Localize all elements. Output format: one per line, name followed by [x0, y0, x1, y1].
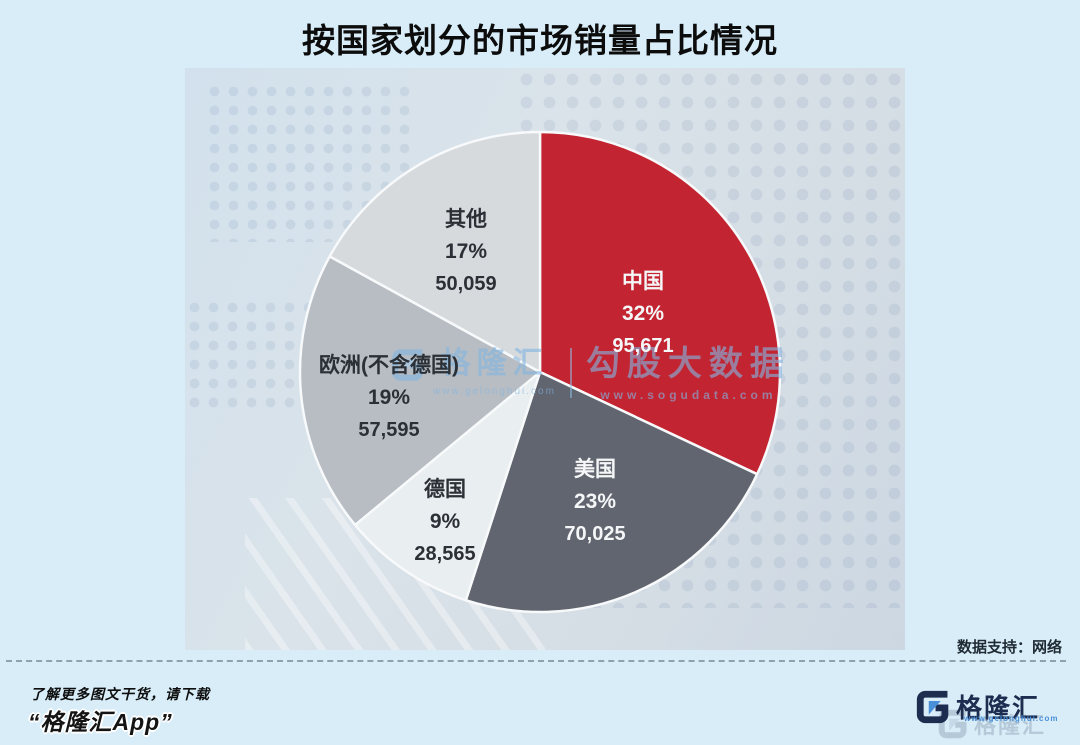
slice-value: 50,059: [435, 273, 497, 295]
gelonghui-logo-main: 格隆汇: [916, 688, 1040, 725]
slice-value: 57,595: [358, 419, 420, 441]
gelonghui-logo-url: www.gelonghui.com: [964, 714, 1059, 723]
pie-label-germany: 德国 9% 28,565: [414, 474, 475, 570]
slice-percent: 19%: [367, 386, 411, 409]
pie-chart-svg: [298, 130, 782, 614]
data-source-label: 数据支持：网络: [956, 639, 1062, 656]
page-title: 按国家划分的市场销量占比情况: [302, 22, 778, 59]
pie-label-china: 中国 32% 95,671: [612, 266, 673, 362]
gelonghui-logo-text: 格隆汇: [956, 693, 1041, 723]
slice-percent: 32%: [621, 302, 665, 325]
pie-slice-4: [328, 130, 542, 374]
pie-label-others: 其他 17% 50,059: [435, 204, 496, 300]
gelonghui-logo-icon: [916, 690, 949, 723]
footer-app-name: “格隆汇App”: [28, 709, 173, 735]
slice-value: 95,671: [612, 335, 674, 357]
pie-slice-2: [353, 370, 542, 602]
pie-slice-0: [538, 130, 782, 476]
chart-panel: 中国 32% 95,671 美国 23% 70,025 德国 9% 28,565…: [185, 68, 905, 650]
gelonghui-logo: 格隆汇 格隆汇 www.gelonghui.com: [916, 688, 1066, 742]
dashed-divider: [6, 660, 1066, 662]
dot-pattern-decoration: [185, 298, 315, 408]
pie-slice-3: [298, 255, 542, 527]
slice-name: 其他: [444, 208, 487, 231]
gelonghui-logo-ghost-text: 格隆汇: [974, 713, 1047, 738]
slice-value: 70,025: [564, 523, 626, 545]
slice-percent: 23%: [573, 490, 617, 513]
slice-name: 欧洲(不含德国): [319, 354, 459, 377]
slice-value: 28,565: [414, 543, 476, 565]
slice-name: 美国: [573, 458, 616, 481]
pie-label-usa: 美国 23% 70,025: [564, 454, 625, 550]
footer-promo-text: 了解更多图文干货，请下载: [30, 686, 210, 702]
pie-label-europe: 欧洲(不含德国) 19% 57,595: [319, 350, 459, 446]
pie-slice-1: [464, 370, 759, 614]
slice-name: 中国: [621, 270, 664, 293]
slice-name: 德国: [423, 478, 466, 501]
slice-percent: 9%: [429, 510, 461, 533]
slice-percent: 17%: [444, 240, 488, 263]
pie-chart: [297, 129, 783, 615]
